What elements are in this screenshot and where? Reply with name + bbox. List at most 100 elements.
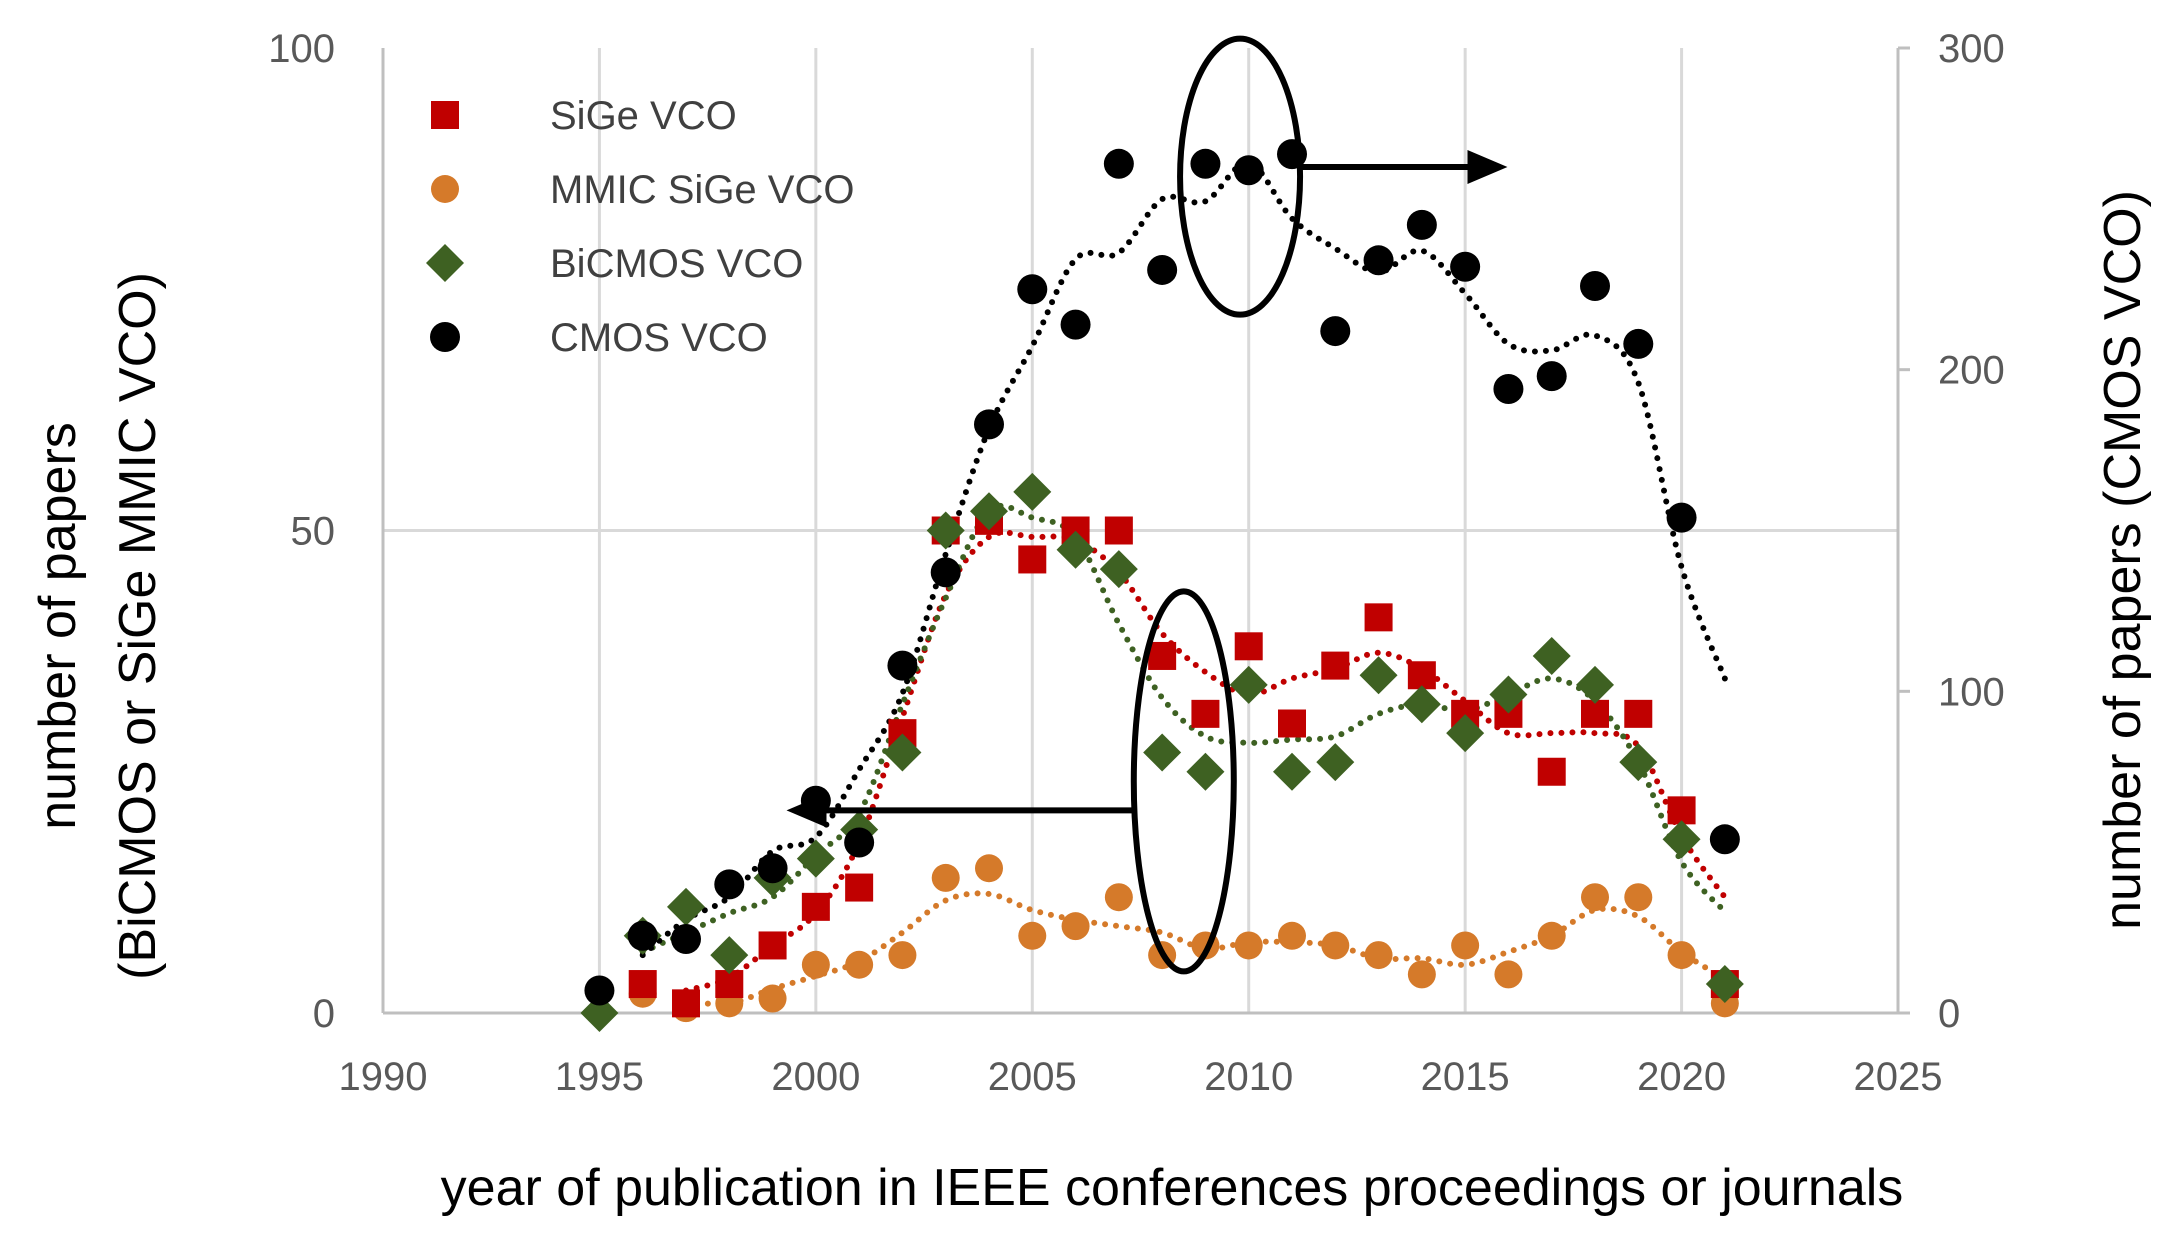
legend-marker-cmos-vco <box>430 322 460 352</box>
point-mmic-sige-vco <box>1537 921 1566 950</box>
point-cmos-vco <box>757 853 788 884</box>
point-bicmos-vco <box>1229 665 1268 704</box>
point-sige-vco <box>801 892 830 921</box>
point-bicmos-vco <box>1316 743 1355 782</box>
point-cmos-vco <box>714 869 745 900</box>
x-tick-label: 2025 <box>1854 1055 1943 1099</box>
point-bicmos-vco <box>1532 636 1571 675</box>
point-bicmos-vco <box>1662 820 1701 859</box>
point-bicmos-vco <box>796 839 835 878</box>
point-bicmos-vco <box>1099 550 1138 589</box>
x-tick-label: 2005 <box>988 1055 1077 1099</box>
point-mmic-sige-vco <box>931 863 960 892</box>
axes: 1990 1995 2000 2005 2010 2015 2020 2025 0 50 100 0 1… <box>268 27 2005 1099</box>
legend-label-bicmos-vco: BiCMOS VCO <box>550 242 803 286</box>
point-bicmos-vco <box>580 994 619 1032</box>
point-cmos-vco <box>1103 148 1134 179</box>
point-bicmos-vco <box>1013 472 1052 511</box>
point-sige-vco <box>672 989 700 1018</box>
trendlines <box>639 159 1728 1008</box>
point-cmos-vco <box>844 827 875 858</box>
point-mmic-sige-vco <box>1407 960 1436 989</box>
point-sige-vco <box>758 931 787 960</box>
point-sige-vco <box>1624 699 1653 728</box>
x-tick-label: 2010 <box>1204 1055 1293 1099</box>
point-cmos-vco <box>1580 271 1610 302</box>
point-bicmos-vco <box>1056 530 1095 569</box>
point-cmos-vco <box>974 409 1004 440</box>
x-tick-label: 2000 <box>771 1055 860 1099</box>
point-cmos-vco <box>1017 274 1048 305</box>
trendline-sige-vco <box>683 529 1728 994</box>
point-mmic-sige-vco <box>1624 883 1653 912</box>
point-cmos-vco <box>1450 251 1481 282</box>
legend-label-mmic-sige-vco: MMIC SiGe VCO <box>550 168 854 212</box>
point-mmic-sige-vco <box>845 950 874 979</box>
point-sige-vco <box>1364 603 1393 632</box>
point-cmos-vco <box>584 975 615 1006</box>
point-mmic-sige-vco <box>975 854 1003 883</box>
point-mmic-sige-vco <box>1364 941 1393 970</box>
point-sige-vco <box>1407 661 1436 690</box>
point-bicmos-vco <box>667 887 705 926</box>
x-tick-label: 1995 <box>555 1055 644 1099</box>
point-bicmos-vco <box>710 936 749 975</box>
legend-marker-mmic-sige-vco <box>431 175 459 203</box>
point-mmic-sige-vco <box>1494 960 1523 989</box>
point-bicmos-vco <box>1705 965 1744 1004</box>
annotation-ellipse-bicmos <box>1130 588 1237 975</box>
point-cmos-vco <box>1190 148 1221 179</box>
point-mmic-sige-vco <box>1451 931 1480 960</box>
point-bicmos-vco <box>1186 752 1225 791</box>
point-mmic-sige-vco <box>1321 931 1350 960</box>
point-bicmos-vco <box>1143 733 1182 772</box>
y-axis-left-label-line1: number of papers <box>29 422 87 830</box>
legend-label-sige-vco: SiGe VCO <box>550 94 737 138</box>
point-sige-vco <box>628 970 657 999</box>
point-bicmos-vco <box>1489 675 1528 714</box>
point-cmos-vco <box>1406 209 1437 240</box>
data-marks <box>580 139 1744 1032</box>
point-cmos-vco <box>1363 245 1394 276</box>
point-sige-vco <box>1581 699 1609 728</box>
y-axis-right-label: number of papers (CMOS VCO) <box>2094 190 2152 930</box>
point-mmic-sige-vco <box>758 984 787 1013</box>
legend-marker-sige-vco <box>431 101 459 129</box>
y-left-tick-label: 50 <box>291 510 336 554</box>
legend-marker-bicmos-vco <box>426 244 464 282</box>
point-cmos-vco <box>1709 824 1740 855</box>
y-right-tick-label: 0 <box>1938 992 1960 1036</box>
legend: SiGe VCO MMIC SiGe VCO BiCMOS VCO CMOS VCO <box>426 94 854 360</box>
point-mmic-sige-vco <box>1018 921 1047 950</box>
x-tick-label: 1990 <box>339 1055 428 1099</box>
y-left-tick-label: 100 <box>268 27 335 71</box>
point-sige-vco <box>1667 796 1696 825</box>
point-mmic-sige-vco <box>888 941 917 970</box>
point-cmos-vco <box>887 650 918 681</box>
point-bicmos-vco <box>970 492 1008 531</box>
point-sige-vco <box>1104 516 1133 545</box>
x-tick-label: 2020 <box>1637 1055 1726 1099</box>
point-cmos-vco <box>1623 328 1654 359</box>
point-cmos-vco <box>671 924 701 955</box>
x-tick-label: 2015 <box>1421 1055 1510 1099</box>
point-sige-vco <box>1537 757 1566 786</box>
point-cmos-vco <box>1320 316 1351 347</box>
trendline-bicmos-vco <box>639 502 1728 955</box>
annotation-ellipse-cmos <box>1177 35 1304 318</box>
point-cmos-vco <box>1233 155 1264 186</box>
point-sige-vco <box>715 970 744 999</box>
point-cmos-vco <box>1493 373 1524 404</box>
y-right-tick-label: 200 <box>1938 349 2005 393</box>
point-cmos-vco <box>1536 361 1567 392</box>
point-sige-vco <box>845 873 874 902</box>
point-sige-vco <box>1148 641 1177 670</box>
point-bicmos-vco <box>926 511 965 550</box>
y-axis-left-label-line2: (BiCMOS or SiGe MMIC VCO) <box>109 272 167 980</box>
point-mmic-sige-vco <box>1234 931 1263 960</box>
point-mmic-sige-vco <box>1104 883 1133 912</box>
annotation-arrowhead-left <box>786 793 827 828</box>
trendline-cmos-vco <box>639 159 1728 959</box>
point-mmic-sige-vco <box>1667 941 1696 970</box>
point-cmos-vco <box>1666 502 1697 533</box>
